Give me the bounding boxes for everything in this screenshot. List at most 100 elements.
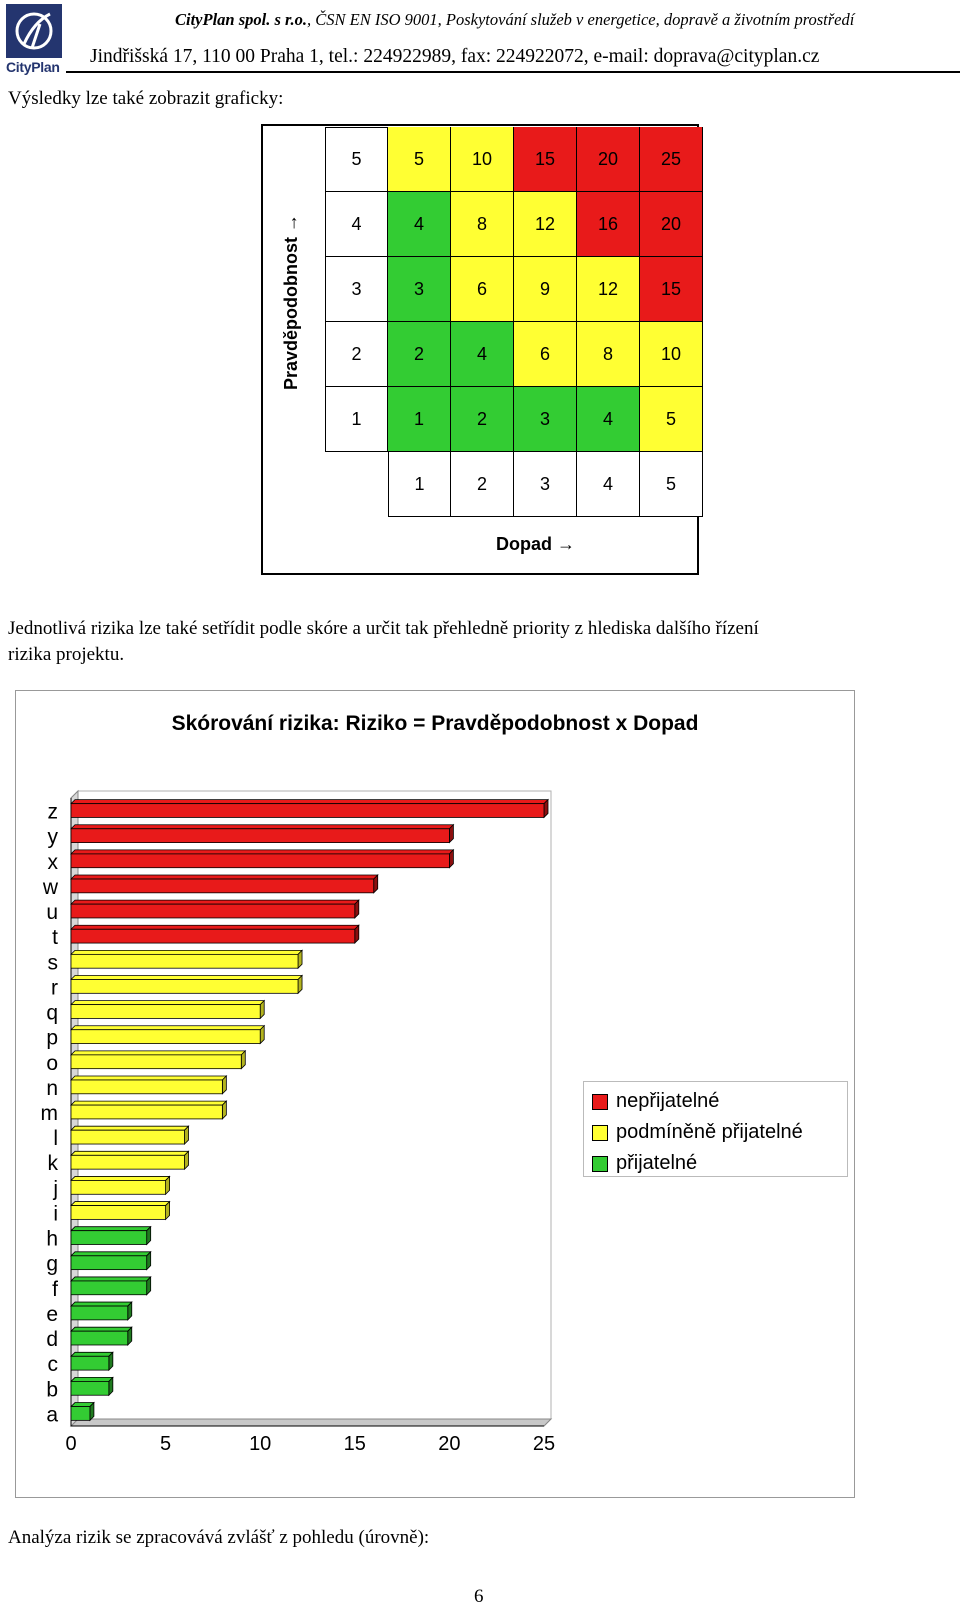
legend-item-acceptable: přijatelné <box>592 1152 697 1180</box>
x-tick-label: 10 <box>249 1433 271 1455</box>
legend-item-conditional: podmíněně přijatelné <box>592 1121 803 1149</box>
bar-i <box>70 1205 166 1220</box>
matrix-row-label: 1 <box>325 387 388 452</box>
matrix-col-label: 2 <box>451 452 514 517</box>
x-tick-label: 15 <box>344 1433 366 1455</box>
matrix-col-label: 5 <box>640 452 703 517</box>
legend-item-unacceptable: nepřijatelné <box>592 1090 719 1118</box>
bar-f <box>70 1280 148 1296</box>
category-label: u <box>46 901 58 924</box>
legend-swatch-yellow <box>592 1124 608 1141</box>
bar-top-w <box>70 874 379 880</box>
paragraph-line-2: rizika projektu. <box>8 644 125 665</box>
company-name: CityPlan spol. s r.o. <box>175 10 308 29</box>
logo-text: CityPlan <box>6 59 60 75</box>
matrix-cell: 20 <box>640 192 703 257</box>
x-tick-label: 0 <box>65 1433 76 1455</box>
bar-top-p <box>70 1025 266 1031</box>
category-label: w <box>42 876 59 899</box>
bar-top-s <box>70 949 304 955</box>
bar-e <box>70 1305 129 1321</box>
logo-mark <box>6 4 62 58</box>
cityplan-logo: CityPlan <box>6 4 62 75</box>
category-label: f <box>52 1278 58 1301</box>
bar-top-j <box>70 1176 171 1181</box>
matrix-cell: 12 <box>577 257 640 322</box>
matrix-cell: 15 <box>640 257 703 322</box>
bar-top-y <box>70 824 455 830</box>
category-label: n <box>46 1077 58 1100</box>
matrix-cell: 25 <box>640 127 703 192</box>
bar-top-q <box>70 1000 266 1006</box>
bar-c <box>70 1355 110 1371</box>
category-label: h <box>46 1228 58 1251</box>
bar-q <box>70 1004 261 1019</box>
bar-y <box>70 828 450 843</box>
category-label: j <box>52 1177 58 1200</box>
bar-top-i <box>70 1201 171 1206</box>
header-divider <box>66 71 960 73</box>
matrix-cell: 4 <box>388 192 451 257</box>
bar-top-n <box>70 1075 228 1081</box>
category-label: d <box>46 1328 58 1351</box>
matrix-cell: 8 <box>451 192 514 257</box>
header-line-2: Jindřišská 17, 110 00 Praha 1, tel.: 224… <box>90 46 820 67</box>
category-label: t <box>52 926 58 949</box>
bar-p <box>70 1029 261 1044</box>
category-label: y <box>48 826 59 849</box>
category-label: b <box>46 1378 58 1401</box>
matrix-cell: 5 <box>388 127 451 192</box>
bar-t <box>70 928 356 944</box>
bar-r <box>70 979 299 994</box>
bar-top-k <box>70 1150 190 1156</box>
bar-h <box>70 1230 148 1245</box>
bar-top-c <box>70 1351 114 1357</box>
matrix-cell: 15 <box>514 127 577 192</box>
matrix-cell: 6 <box>451 257 514 322</box>
bar-top-d <box>70 1326 133 1332</box>
category-label: l <box>53 1127 58 1150</box>
header-line-1: CityPlan spol. s r.o., ČSN EN ISO 9001, … <box>175 10 854 30</box>
x-tick-label: 5 <box>160 1433 171 1455</box>
matrix-x-label: Dopad → <box>496 534 575 554</box>
bar-top-t <box>70 924 360 930</box>
bar-z <box>70 803 545 818</box>
chart-title: Skórování rizika: Riziko = Pravděpodobno… <box>171 712 699 735</box>
category-label: c <box>48 1353 59 1376</box>
category-label: i <box>53 1202 58 1225</box>
bar-top-f <box>70 1276 152 1282</box>
matrix-col-label: 1 <box>388 452 451 517</box>
bar-top-l <box>70 1125 190 1131</box>
chart-legend: nepřijatelné podmíněně přijatelné přijat… <box>583 1081 848 1177</box>
bar-top-u <box>70 899 360 905</box>
legend-label: přijatelné <box>616 1152 698 1174</box>
matrix-row-label: 2 <box>325 322 388 387</box>
matrix-row-label: 5 <box>325 127 388 192</box>
bar-top-m <box>70 1100 228 1106</box>
category-label: m <box>41 1102 59 1125</box>
bar-top-o <box>70 1050 247 1056</box>
category-label: r <box>51 976 58 999</box>
category-label: s <box>48 951 59 974</box>
matrix-row-label: 4 <box>325 192 388 257</box>
bar-top-h <box>70 1226 152 1232</box>
bar-top-r <box>70 975 304 980</box>
matrix-col-label: 3 <box>514 452 577 517</box>
outro-text: Analýza rizik se zpracovává zvlášť z poh… <box>8 1527 430 1548</box>
bar-top-z <box>70 799 549 805</box>
matrix-cell: 10 <box>451 127 514 192</box>
bar-l <box>70 1129 185 1145</box>
bar-j <box>70 1180 166 1195</box>
category-label: z <box>48 801 59 824</box>
plot-floor <box>69 1418 553 1427</box>
matrix-cell: 3 <box>388 257 451 322</box>
bar-n <box>70 1079 223 1095</box>
category-label: x <box>48 851 59 874</box>
category-label: a <box>46 1403 58 1426</box>
bar-o <box>70 1054 242 1070</box>
bar-x <box>70 853 450 869</box>
matrix-cell: 10 <box>640 322 703 387</box>
bar-top-g <box>70 1251 152 1257</box>
matrix-cell: 1 <box>388 387 451 452</box>
matrix-cell: 6 <box>514 322 577 387</box>
